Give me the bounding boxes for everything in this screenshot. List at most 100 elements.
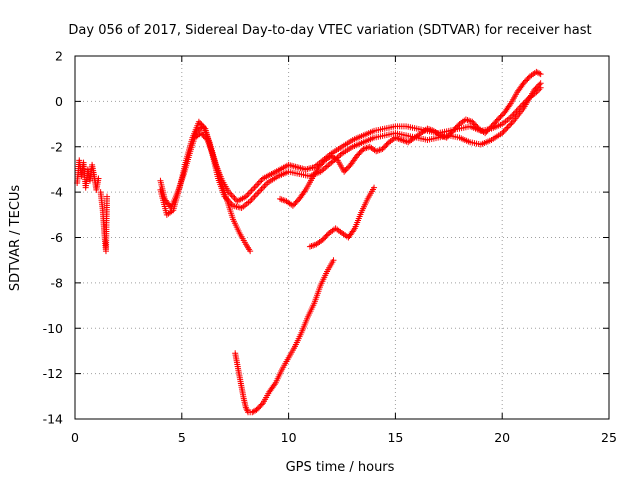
data-point [95,175,102,182]
data-point [198,121,205,128]
data-point [356,150,363,157]
data-point [255,189,262,196]
x-tick-label: 15 [387,430,403,445]
data-point [499,130,506,137]
data-point [203,135,210,142]
series-arc6_deep [232,257,337,416]
y-tick-label: -8 [51,275,64,290]
data-point [315,164,322,171]
data-point [323,232,330,239]
data-point [197,120,204,127]
data-point [447,130,454,137]
data-point [257,178,264,185]
y-tick-label: 2 [55,49,63,64]
data-point [491,120,498,127]
data-point [483,128,490,135]
data-point [250,408,257,415]
data-point [520,80,527,87]
data-point [257,402,264,409]
data-point [453,123,460,130]
data-point [247,189,254,196]
data-point [503,125,510,132]
y-tick-label: -12 [43,366,63,381]
data-point [496,115,503,122]
data-point [341,168,348,175]
data-point [532,85,539,92]
series-arc4_right [277,68,544,209]
data-point [256,404,263,411]
data-point [452,125,459,132]
data-point [507,121,514,128]
series-arc1b [97,189,111,255]
data-point [289,202,296,209]
data-point [524,76,531,83]
data-point [316,162,323,169]
data-point [247,248,254,255]
data-point [494,116,501,123]
data-point [536,81,543,88]
data-point [291,201,298,208]
grid-layer [75,56,609,419]
data-point [379,146,386,153]
data-point [258,401,265,408]
data-points [74,68,544,416]
data-point [473,122,480,129]
data-point [488,123,495,130]
data-point [534,69,541,76]
data-point [353,152,360,159]
y-tick-label: -6 [51,230,64,245]
data-point [485,126,492,133]
y-tick-label: -14 [43,412,63,427]
data-point [251,193,258,200]
data-point [521,78,528,85]
data-point [251,184,258,191]
data-point [484,127,491,134]
data-point [245,190,252,197]
data-point [450,127,457,134]
series-arc5_mid [306,184,378,250]
data-point [471,121,478,128]
data-point [497,113,504,120]
data-point [248,196,255,203]
data-point [319,236,326,243]
data-point [448,129,455,136]
data-point [228,192,235,199]
data-point [355,151,362,158]
data-point [343,165,350,172]
data-point [492,119,499,126]
data-point [383,141,390,148]
data-point [257,187,264,194]
x-tick-label: 25 [601,430,617,445]
y-tick-label: -2 [51,139,63,154]
data-point [250,195,256,202]
data-point [487,124,494,131]
data-point [259,184,266,191]
y-tick-label: -4 [51,185,64,200]
data-point [254,405,261,412]
data-point [537,80,544,87]
data-point [292,200,299,207]
data-point [199,131,206,138]
data-point [446,131,453,138]
data-point [536,70,543,77]
data-point [200,132,207,139]
data-point [319,160,326,167]
data-point [451,126,458,133]
data-point [258,186,265,193]
data-point [261,183,268,190]
data-point [250,186,256,193]
data-point [321,235,328,242]
data-point [252,183,259,190]
data-point [255,180,262,187]
data-point [322,234,329,241]
series-arc3_cliff [191,130,254,255]
series-arc2_lower [157,80,544,218]
data-point [470,120,477,127]
data-point [498,112,505,119]
y-tick-label: 0 [55,94,63,109]
data-point [198,130,205,137]
chart-title: Day 056 of 2017, Sidereal Day-to-day VTE… [68,23,591,38]
x-tick-label: 0 [71,430,79,445]
data-point [201,134,208,141]
